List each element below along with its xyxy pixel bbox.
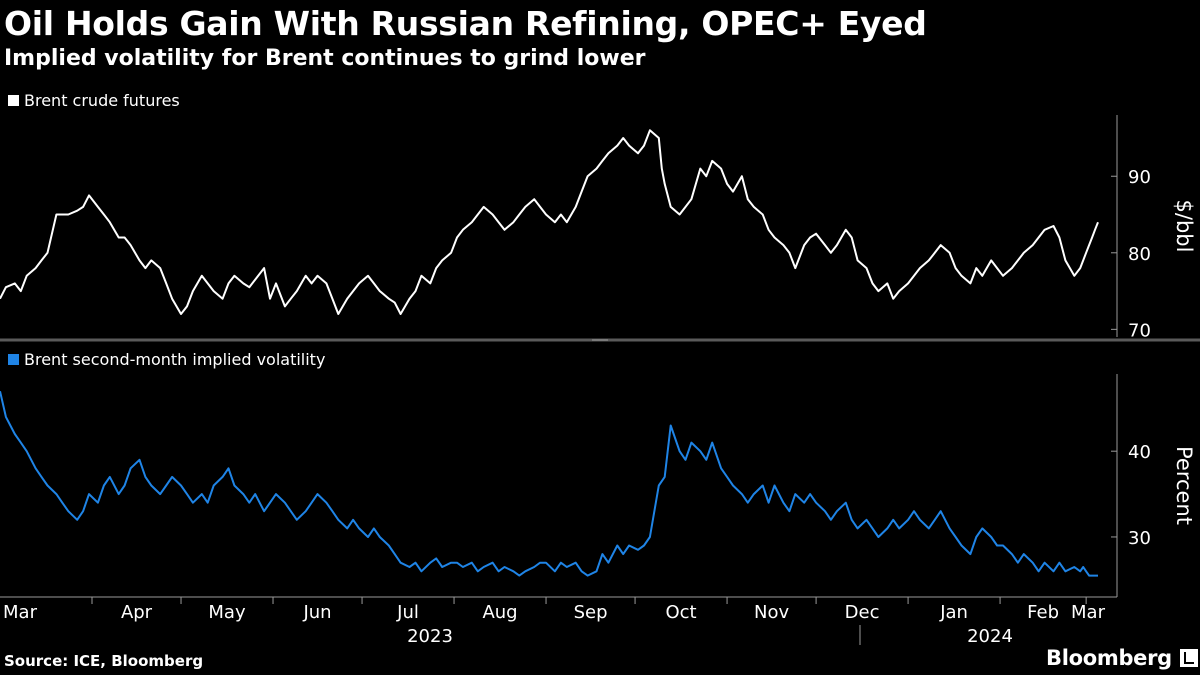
brent-series-line (0, 129, 1099, 315)
x-month-label: Jun (302, 602, 331, 623)
volatility-y-tick-label: 30 (1128, 528, 1151, 549)
legend-brent-label: Brent crude futures (24, 91, 180, 110)
x-month-label: Feb (1027, 602, 1059, 623)
x-month-label: Nov (754, 602, 789, 623)
brent-y-tick-label: 80 (1128, 244, 1151, 265)
volatility-y-axis-label: Percent (1172, 446, 1196, 525)
brent-y-axis-label: $/bbl (1172, 200, 1196, 253)
chart-subtitle: Implied volatility for Brent continues t… (4, 46, 646, 71)
source-note: Source: ICE, Bloomberg (4, 652, 204, 670)
x-month-label: Mar (1071, 602, 1106, 623)
brent-y-tick-label: 90 (1128, 167, 1151, 188)
x-month-label: Dec (845, 602, 880, 623)
legend-brent-swatch (8, 95, 19, 106)
x-month-label: Aug (482, 602, 517, 623)
legend-volatility-swatch (8, 354, 19, 365)
x-month-label: Sep (574, 602, 608, 623)
volatility-series-line (0, 390, 1098, 577)
brent-y-tick-label: 70 (1128, 320, 1151, 341)
x-month-label: Jul (396, 602, 419, 623)
legend-brent: Brent crude futures (8, 91, 180, 110)
x-month-label: Mar (3, 602, 38, 623)
brent-panel: 70 80 90 $/bbl (0, 115, 1196, 341)
bloomberg-terminal-icon (1179, 649, 1198, 667)
x-month-label: Oct (665, 602, 696, 623)
x-year-label: 2023 (407, 626, 453, 647)
volatility-panel: 30 40 Percent (0, 374, 1196, 597)
chart-title: Oil Holds Gain With Russian Refining, OP… (4, 4, 927, 43)
x-axis: Mar Apr May Jun Jul Aug Sep Oct Nov Dec Jan Feb Mar 2… (0, 338, 1200, 647)
x-month-label: May (208, 602, 246, 623)
bloomberg-logo: Bloomberg (1046, 646, 1198, 670)
x-year-label: 2024 (967, 626, 1013, 647)
legend-volatility-label: Brent second-month implied volatility (24, 350, 326, 369)
legend-volatility: Brent second-month implied volatility (8, 350, 325, 369)
x-month-label: Apr (121, 602, 153, 623)
volatility-y-tick-label: 40 (1128, 442, 1151, 463)
brand-name: Bloomberg (1046, 646, 1172, 670)
x-month-label: Jan (939, 602, 968, 623)
